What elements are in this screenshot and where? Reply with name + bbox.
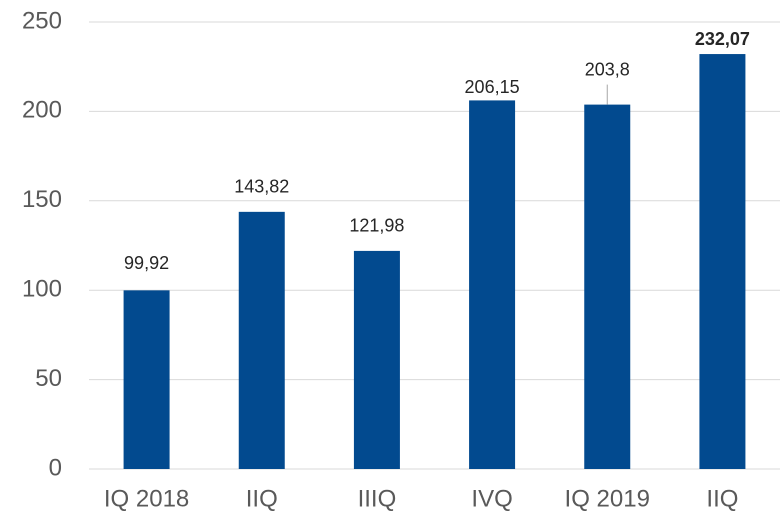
y-tick-label: 100: [22, 276, 62, 303]
x-tick-label: IIQ: [706, 485, 738, 512]
bar: [238, 211, 285, 469]
x-tick-label: IQ 2019: [565, 485, 650, 512]
x-tick-label: IQ 2018: [104, 485, 189, 512]
y-tick-label: 0: [49, 454, 62, 481]
bar: [353, 250, 400, 469]
x-tick-label: IIQ: [246, 485, 278, 512]
data-label: 143,82: [234, 177, 289, 197]
data-label: 121,98: [349, 216, 404, 236]
bar: [584, 104, 631, 470]
x-tick-label: IIIQ: [358, 485, 397, 512]
bar: [123, 290, 170, 469]
data-label: 206,15: [465, 77, 520, 97]
data-label: 232,07: [695, 29, 750, 49]
bar: [699, 54, 746, 470]
y-tick-label: 250: [22, 7, 62, 34]
y-tick-label: 150: [22, 186, 62, 213]
data-label: 203,8: [585, 59, 630, 79]
bar: [469, 100, 516, 469]
y-tick-label: 50: [35, 365, 62, 392]
data-label: 99,92: [124, 253, 169, 273]
y-tick-label: 200: [22, 97, 62, 124]
x-tick-label: IVQ: [471, 485, 512, 512]
